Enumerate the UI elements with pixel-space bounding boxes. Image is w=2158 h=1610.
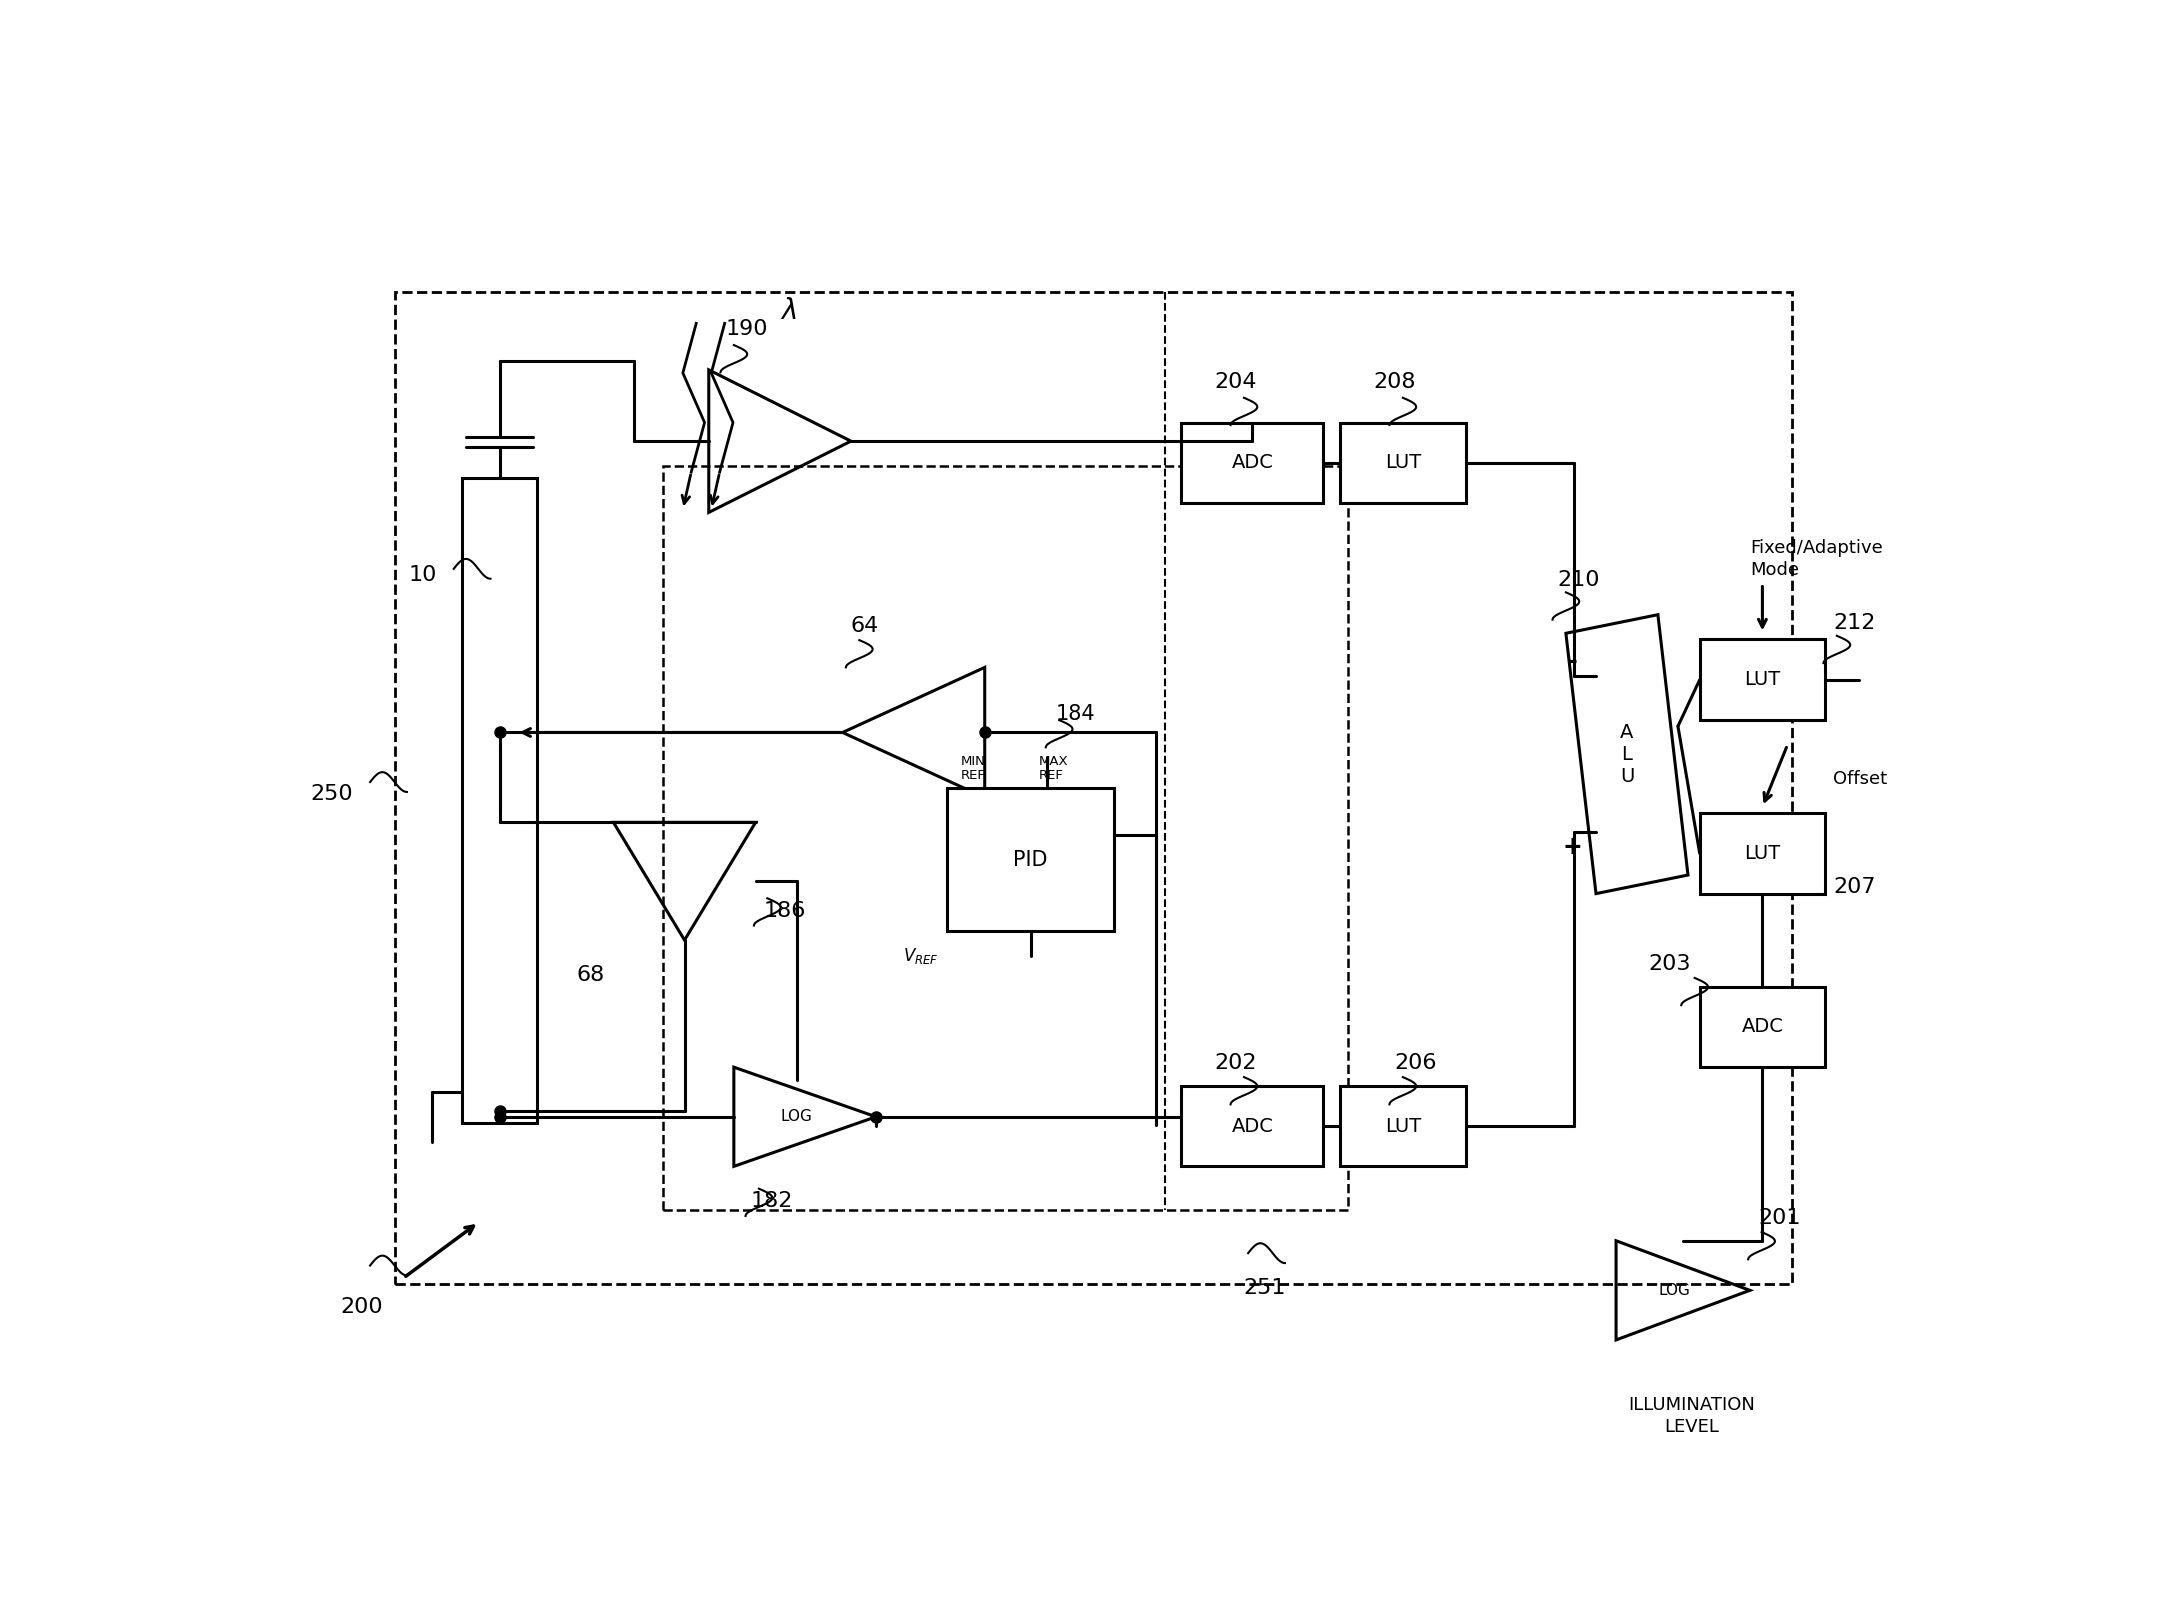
Bar [1340, 1085, 1465, 1166]
Bar [462, 478, 537, 1124]
Text: 64: 64 [850, 617, 878, 636]
Text: LUT: LUT [1385, 454, 1420, 472]
Bar [1180, 1085, 1323, 1166]
Text: LUT: LUT [1744, 844, 1780, 863]
Text: LOG: LOG [1660, 1283, 1690, 1298]
Text: PID: PID [1014, 850, 1049, 869]
Bar [1340, 422, 1465, 502]
Text: LUT: LUT [1744, 670, 1780, 689]
Text: 206: 206 [1394, 1053, 1437, 1074]
Text: Offset: Offset [1834, 770, 1888, 789]
Text: 202: 202 [1215, 1053, 1256, 1074]
Text: 186: 186 [764, 900, 807, 921]
Text: +: + [1562, 836, 1582, 860]
Text: 250: 250 [311, 784, 354, 805]
Bar [1701, 813, 1826, 894]
Text: MIN
REF: MIN REF [960, 755, 986, 782]
Text: $V_{REF}$: $V_{REF}$ [902, 945, 939, 966]
Text: 200: 200 [341, 1296, 384, 1317]
Text: 203: 203 [1649, 955, 1692, 974]
Text: 208: 208 [1372, 372, 1416, 391]
Text: -: - [1567, 649, 1577, 673]
Text: ADC: ADC [1232, 1117, 1273, 1135]
Bar [663, 465, 1349, 1209]
Text: $\lambda$: $\lambda$ [779, 296, 796, 325]
Text: ADC: ADC [1232, 454, 1273, 472]
Text: LOG: LOG [781, 1109, 814, 1124]
Text: 201: 201 [1759, 1209, 1800, 1228]
Bar [1701, 987, 1826, 1067]
Text: 190: 190 [725, 319, 768, 338]
Bar [395, 293, 1791, 1285]
Text: 184: 184 [1055, 704, 1096, 725]
Text: LUT: LUT [1385, 1117, 1420, 1135]
Text: Fixed/Adaptive
Mode: Fixed/Adaptive Mode [1750, 539, 1882, 580]
Text: 251: 251 [1243, 1278, 1286, 1298]
Text: MAX
REF: MAX REF [1040, 755, 1068, 782]
Text: A
L
U: A L U [1621, 723, 1634, 786]
Text: 210: 210 [1558, 570, 1599, 589]
Bar [1180, 422, 1323, 502]
Text: ILLUMINATION
LEVEL: ILLUMINATION LEVEL [1627, 1396, 1754, 1436]
Text: 68: 68 [576, 964, 604, 985]
Text: 212: 212 [1834, 613, 1875, 633]
Bar [1701, 639, 1826, 720]
Text: 10: 10 [408, 565, 436, 584]
Text: ADC: ADC [1742, 1018, 1783, 1037]
Text: 204: 204 [1215, 372, 1256, 391]
Bar [947, 789, 1114, 931]
Text: 182: 182 [751, 1191, 792, 1211]
Text: 207: 207 [1834, 877, 1875, 897]
